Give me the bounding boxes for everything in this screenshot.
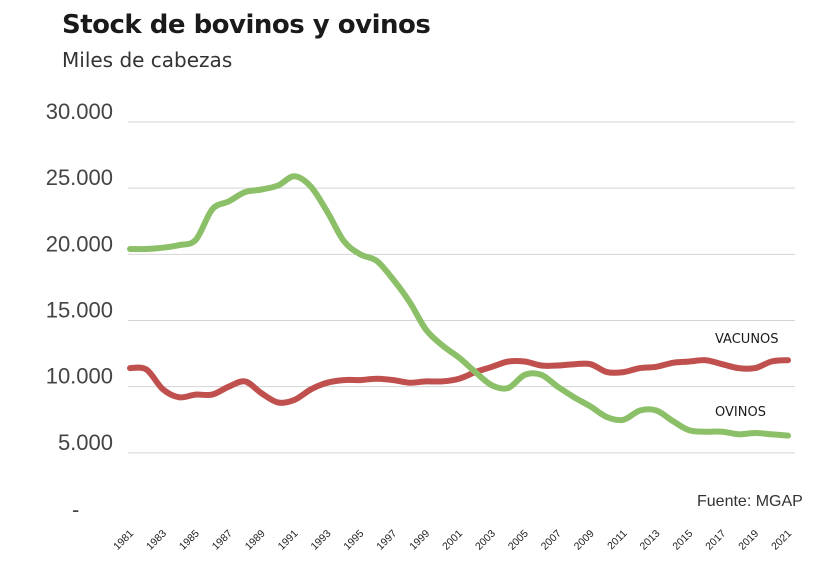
x-tick-label: 1993 <box>309 528 334 553</box>
y-tick-label: 5.000 <box>58 430 113 455</box>
y-tick-label: 30.000 <box>46 99 113 124</box>
x-tick-label: 1985 <box>177 528 202 553</box>
chart-title: Stock de bovinos y ovinos <box>62 10 431 40</box>
x-tick-label: 1997 <box>374 528 399 553</box>
y-tick-label: 15.000 <box>46 298 113 323</box>
x-tick-label: 2021 <box>769 528 794 553</box>
y-tick-label: 10.000 <box>46 364 113 389</box>
x-tick-label: 2011 <box>605 528 630 553</box>
y-tick-label: 20.000 <box>46 231 113 256</box>
x-tick-label: 2013 <box>638 528 663 553</box>
series-line-vacunos <box>127 357 791 406</box>
x-tick-label: 2005 <box>506 528 531 553</box>
x-tick-label: 1981 <box>111 528 136 553</box>
x-axis-ticks: 1981 1983 1985 1987 1989 1991 1993 1995 1997 1999… <box>111 528 794 553</box>
x-tick-label: 2003 <box>473 528 498 553</box>
series-label-vacunos: VACUNOS <box>715 332 779 347</box>
y-tick-label: 25.000 <box>46 165 113 190</box>
x-tick-label: 1983 <box>144 528 169 553</box>
y-axis-ticks: - 5.000 10.000 15.000 20.000 25.000 30.000 <box>46 99 113 522</box>
chart-subtitle: Miles de cabezas <box>62 48 233 72</box>
x-tick-label: 1989 <box>243 528 268 553</box>
x-tick-label: 1995 <box>341 528 366 553</box>
series-lines <box>127 173 791 439</box>
x-tick-label: 2009 <box>572 528 597 553</box>
y-tick-label: - <box>72 497 79 522</box>
x-tick-label: 2019 <box>736 528 761 553</box>
series-line-ovinos <box>127 173 791 439</box>
x-tick-label: 2015 <box>670 528 695 553</box>
series-label-ovinos: OVINOS <box>715 405 766 420</box>
grid-lines <box>128 121 795 454</box>
x-tick-label: 2017 <box>703 528 728 553</box>
x-tick-label: 2001 <box>440 528 465 553</box>
x-tick-label: 2007 <box>539 528 564 553</box>
x-tick-label: 1999 <box>407 528 432 553</box>
source-note: Fuente: MGAP <box>697 493 803 510</box>
x-tick-label: 1991 <box>276 528 301 553</box>
x-tick-label: 1987 <box>210 528 235 553</box>
